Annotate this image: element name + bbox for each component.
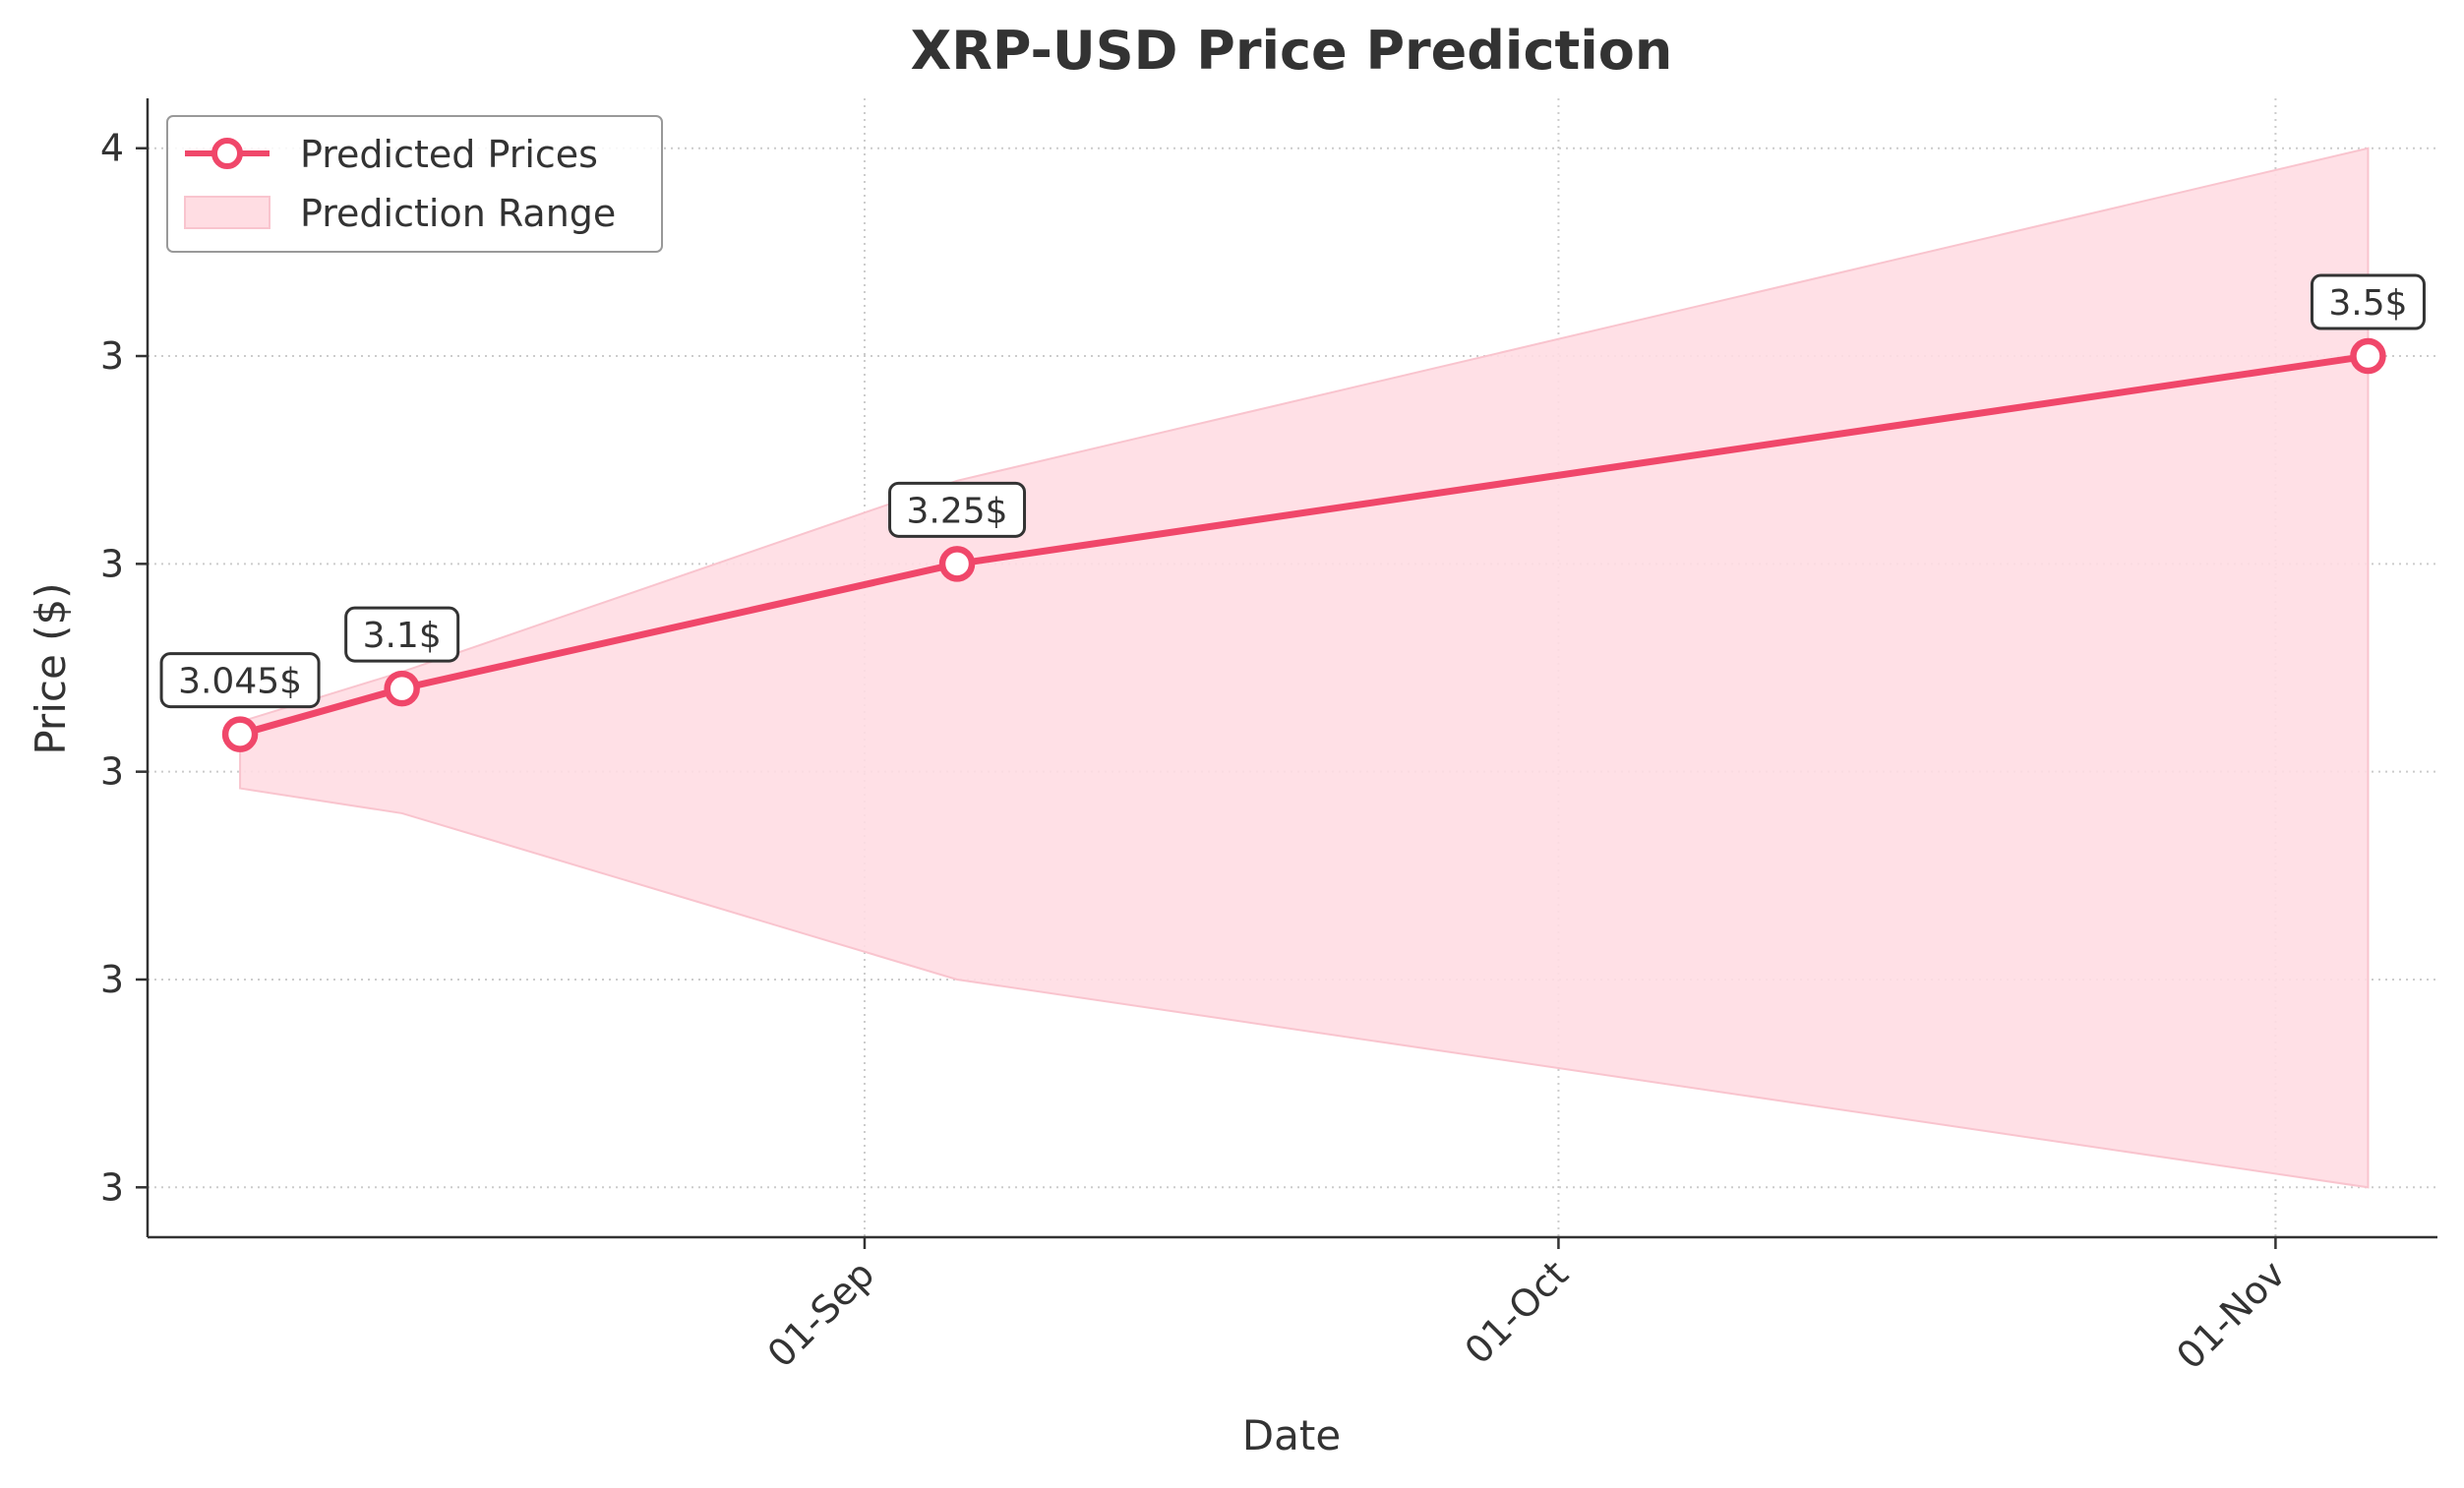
y-tick-label: 3: [100, 1165, 124, 1209]
data-label-box: [344, 606, 460, 663]
data-label-text: 3.25$: [906, 491, 1007, 531]
y-tick-label: 3: [100, 542, 124, 585]
legend-label-predicted: Predicted Prices: [300, 133, 598, 176]
data-point: [384, 670, 420, 707]
data-point: [938, 546, 976, 582]
y-axis-label: Price ($): [27, 582, 75, 754]
x-tick-label: 01-Sep: [759, 1252, 883, 1376]
data-label-text: 3.5$: [2328, 283, 2407, 324]
data-label-box: [2310, 273, 2426, 330]
data-label: 3.25$: [888, 481, 1027, 538]
y-tick-label: 4: [100, 127, 124, 170]
y-tick-label: 3: [100, 750, 124, 794]
data-point: [221, 716, 259, 752]
legend-frame: [166, 115, 663, 253]
prediction-range-area: [239, 147, 2370, 1189]
data-label-text: 3.1$: [363, 616, 442, 656]
data-points: [221, 337, 2386, 752]
legend-label-range: Prediction Range: [300, 192, 616, 235]
legend-marker-swatch: [211, 138, 243, 169]
predicted-prices-series: [239, 352, 2369, 738]
prediction-range-band: [239, 147, 2370, 1189]
predicted-prices-line: [239, 352, 2369, 738]
x-tick-label: 01-Oct: [1457, 1252, 1577, 1372]
data-label-text: 3.045$: [178, 662, 302, 702]
data-label: 3.045$: [159, 652, 321, 709]
data-label-box: [888, 481, 1027, 538]
x-axis-label: Date: [1242, 1411, 1341, 1459]
y-axis-ticks: 3 3 3 3 3 4: [100, 127, 148, 1209]
data-label-box: [159, 652, 321, 709]
data-label: 3.5$: [2310, 273, 2426, 330]
legend-range-swatch: [184, 196, 270, 229]
data-label: 3.1$: [344, 606, 460, 663]
x-axis-ticks: 01-Sep 01-Oct 01-Nov: [759, 1237, 2294, 1378]
x-tick-label: 01-Nov: [2168, 1252, 2293, 1377]
chart-title: XRP-USD Price Prediction: [911, 20, 1673, 82]
data-labels: 3.045$ 3.1$ 3.25$ 3.5$: [159, 273, 2426, 709]
data-point: [2350, 337, 2386, 375]
y-tick-label: 3: [100, 334, 124, 378]
y-tick-label: 3: [100, 958, 124, 1001]
legend: Predicted Prices Prediction Range: [166, 115, 663, 253]
